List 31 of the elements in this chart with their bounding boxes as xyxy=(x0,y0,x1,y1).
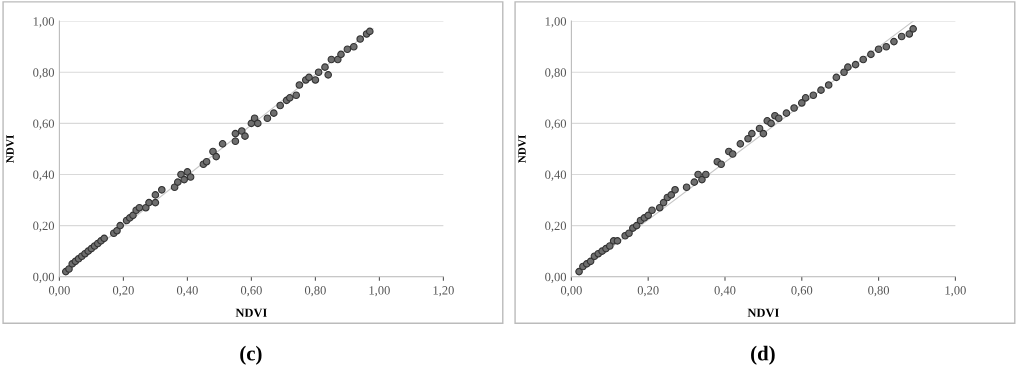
x-tick-label: 0,60 xyxy=(791,286,813,297)
y-axis-title: NDVI xyxy=(518,135,526,163)
x-tick-label: 0,20 xyxy=(637,286,659,297)
y-tick-label: 0,80 xyxy=(545,68,567,79)
y-tick-label: 0,40 xyxy=(33,170,55,181)
y-tick-label: 0,80 xyxy=(33,68,55,79)
y-tick-label: 1,00 xyxy=(545,17,567,28)
x-tick-label: 1,20 xyxy=(433,286,454,297)
x-tick-label: 1,00 xyxy=(945,286,966,297)
y-tick-label: 0,60 xyxy=(33,119,55,130)
x-axis-title: NDVI xyxy=(747,308,779,318)
x-tick-label: 0,60 xyxy=(240,286,262,297)
y-tick-label: 0,00 xyxy=(33,272,55,283)
x-tick-label: 0,80 xyxy=(868,286,890,297)
text: (c) xyxy=(240,345,262,365)
y-tick-label: 1,00 xyxy=(33,17,55,28)
x-tick-label: 0,40 xyxy=(714,286,736,297)
x-tick-label: 1,00 xyxy=(369,286,390,297)
x-tick-label: 0,00 xyxy=(48,286,70,297)
y-tick-label: 0,20 xyxy=(545,221,567,232)
y-tick-label: 0,60 xyxy=(545,119,567,130)
y-axis-title: NDVI xyxy=(6,135,14,163)
x-tick-label: 0,00 xyxy=(560,286,582,297)
y-tick-label: 0,40 xyxy=(545,170,567,181)
text: (d) xyxy=(751,345,775,365)
x-axis-title: NDVI xyxy=(235,308,267,318)
x-tick-label: 0,20 xyxy=(112,286,134,297)
y-tick-label: 0,00 xyxy=(545,272,567,283)
x-tick-label: 0,80 xyxy=(304,286,326,297)
y-tick-label: 0,20 xyxy=(33,221,55,232)
x-tick-label: 0,40 xyxy=(176,286,198,297)
